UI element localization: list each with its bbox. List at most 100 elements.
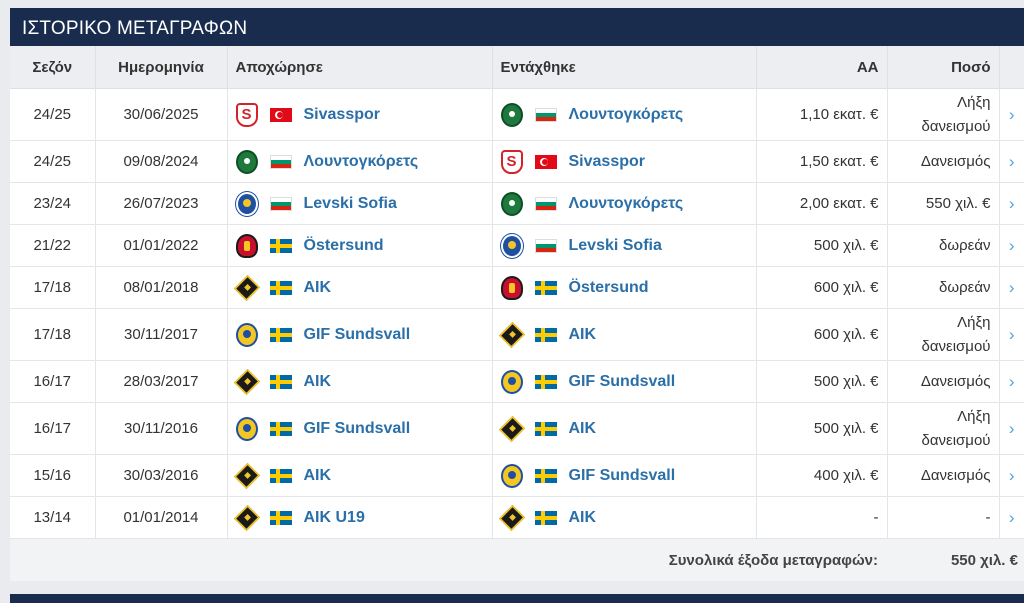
row-chevron-icon[interactable]: ›	[999, 496, 1024, 539]
col-market-value: ΑΑ	[756, 46, 888, 89]
row-chevron-icon[interactable]: ›	[999, 454, 1024, 497]
joined-club-link[interactable]: Sivasspor	[568, 152, 645, 170]
row-chevron-icon[interactable]: ›	[999, 224, 1024, 267]
flag-bg-icon	[534, 238, 557, 253]
joined-club-link[interactable]: Λουντογκόρετς	[568, 194, 684, 212]
ostersund-crest-icon[interactable]	[235, 233, 258, 258]
table-row[interactable]: 23/24 26/07/2023 Levski Sofia Λουντογκόρ…	[10, 182, 1024, 225]
left-club-cell: AIK	[227, 266, 493, 309]
season-cell: 17/18	[10, 266, 96, 309]
flag-bg-icon	[534, 107, 557, 122]
totals-value: 550 χιλ. €	[888, 539, 1024, 581]
table-row[interactable]: 21/22 01/01/2022 Östersund Levski Sofia …	[10, 224, 1024, 267]
flag-se-icon	[269, 280, 292, 295]
table-row[interactable]: 16/17 28/03/2017 AIK GIF Sundsvall 500 χ…	[10, 360, 1024, 403]
row-chevron-icon[interactable]: ›	[999, 266, 1024, 309]
gif-crest-icon[interactable]	[235, 322, 258, 347]
col-fee: Ποσό	[887, 46, 1000, 89]
flag-se-icon	[534, 510, 557, 525]
flag-bg-icon	[269, 196, 292, 211]
market-value-cell: 1,50 εκατ. €	[756, 140, 888, 183]
col-chevron	[999, 46, 1024, 89]
aik-crest-icon[interactable]	[498, 321, 525, 348]
gif-crest-icon[interactable]	[500, 369, 523, 394]
panel-title: ΙΣΤΟΡΙΚΟ ΜΕΤΑΓΡΑΦΩΝ	[10, 8, 1024, 46]
totals-label: Συνολικά έξοδα μεταγραφών:	[10, 539, 888, 581]
row-chevron-icon[interactable]: ›	[999, 88, 1024, 141]
ludogorets-crest-icon[interactable]	[500, 191, 523, 216]
flag-se-icon	[269, 468, 292, 483]
market-value-cell: 400 χιλ. €	[756, 454, 888, 497]
col-date: Ημερομηνία	[95, 46, 228, 89]
season-cell: 21/22	[10, 224, 96, 267]
table-row[interactable]: 17/18 08/01/2018 AIK Östersund 600 χιλ. …	[10, 266, 1024, 309]
row-chevron-icon[interactable]: ›	[999, 402, 1024, 455]
fee-text: Λήξη δανεισμού	[921, 93, 991, 135]
sivasspor-crest-icon[interactable]	[235, 102, 258, 127]
left-club-link[interactable]: Λουντογκόρετς	[303, 152, 419, 170]
aik-crest-icon[interactable]	[233, 462, 260, 489]
joined-club-link[interactable]: AIK	[568, 419, 597, 437]
table-row[interactable]: 24/25 30/06/2025 Sivasspor Λουντογκόρετς…	[10, 88, 1024, 141]
joined-club-cell: Östersund	[492, 266, 757, 309]
transfer-history-panel: ΙΣΤΟΡΙΚΟ ΜΕΤΑΓΡΑΦΩΝ Σεζόν Ημερομηνία Απο…	[10, 8, 1024, 581]
season-cell: 15/16	[10, 454, 96, 497]
joined-club-link[interactable]: Levski Sofia	[568, 236, 662, 254]
joined-club-link[interactable]: Λουντογκόρετς	[568, 105, 684, 123]
aik-crest-icon[interactable]	[498, 415, 525, 442]
levski-crest-icon[interactable]	[500, 233, 523, 258]
left-club-link[interactable]: Östersund	[303, 236, 384, 254]
season-cell: 16/17	[10, 360, 96, 403]
joined-club-cell: GIF Sundsvall	[492, 360, 757, 403]
flag-tr-icon	[269, 107, 292, 122]
gif-crest-icon[interactable]	[235, 416, 258, 441]
left-club-link[interactable]: Levski Sofia	[303, 194, 397, 212]
market-value-cell: 1,10 εκατ. €	[756, 88, 888, 141]
left-club-cell: Λουντογκόρετς	[227, 140, 493, 183]
left-club-link[interactable]: AIK U19	[303, 508, 365, 526]
table-row[interactable]: 16/17 30/11/2016 GIF Sundsvall AIK 500 χ…	[10, 402, 1024, 455]
levski-crest-icon[interactable]	[235, 191, 258, 216]
left-club-cell: Levski Sofia	[227, 182, 493, 225]
joined-club-link[interactable]: GIF Sundsvall	[568, 466, 676, 484]
table-row[interactable]: 24/25 09/08/2024 Λουντογκόρετς Sivasspor…	[10, 140, 1024, 183]
left-club-link[interactable]: GIF Sundsvall	[303, 325, 411, 343]
row-chevron-icon[interactable]: ›	[999, 140, 1024, 183]
left-club-link[interactable]: GIF Sundsvall	[303, 419, 411, 437]
market-value-cell: 500 χιλ. €	[756, 224, 888, 267]
totals-row: Συνολικά έξοδα μεταγραφών: 550 χιλ. €	[10, 539, 1024, 581]
aik-crest-icon[interactable]	[233, 368, 260, 395]
fee-cell: δωρεάν	[887, 224, 1000, 267]
ludogorets-crest-icon[interactable]	[235, 149, 258, 174]
ludogorets-crest-icon[interactable]	[500, 102, 523, 127]
aik-crest-icon[interactable]	[498, 504, 525, 531]
aik-crest-icon[interactable]	[233, 504, 260, 531]
flag-se-icon	[269, 374, 292, 389]
row-chevron-icon[interactable]: ›	[999, 308, 1024, 361]
row-chevron-icon[interactable]: ›	[999, 182, 1024, 225]
col-season: Σεζόν	[10, 46, 96, 89]
table-header-row: Σεζόν Ημερομηνία Αποχώρησε Εντάχθηκε ΑΑ …	[10, 46, 1024, 89]
flag-bg-icon	[534, 196, 557, 211]
aik-crest-icon[interactable]	[233, 274, 260, 301]
ostersund-crest-icon[interactable]	[500, 275, 523, 300]
left-club-link[interactable]: AIK	[303, 372, 332, 390]
table-row[interactable]: 15/16 30/03/2016 AIK GIF Sundsvall 400 χ…	[10, 454, 1024, 497]
flag-tr-icon	[534, 154, 557, 169]
market-value-cell: 500 χιλ. €	[756, 402, 888, 455]
row-chevron-icon[interactable]: ›	[999, 360, 1024, 403]
table-row[interactable]: 13/14 01/01/2014 AIK U19 AIK - - ›	[10, 496, 1024, 539]
left-club-link[interactable]: AIK	[303, 278, 332, 296]
table-row[interactable]: 17/18 30/11/2017 GIF Sundsvall AIK 600 χ…	[10, 308, 1024, 361]
joined-club-link[interactable]: GIF Sundsvall	[568, 372, 676, 390]
left-club-cell: Sivasspor	[227, 88, 493, 141]
left-club-cell: AIK U19	[227, 496, 493, 539]
joined-club-link[interactable]: AIK	[568, 325, 597, 343]
joined-club-link[interactable]: Östersund	[568, 278, 649, 296]
left-club-link[interactable]: AIK	[303, 466, 332, 484]
joined-club-link[interactable]: AIK	[568, 508, 597, 526]
fee-text: Δανεισμός	[920, 466, 991, 484]
left-club-link[interactable]: Sivasspor	[303, 105, 380, 123]
sivasspor-crest-icon[interactable]	[500, 149, 523, 174]
gif-crest-icon[interactable]	[500, 463, 523, 488]
